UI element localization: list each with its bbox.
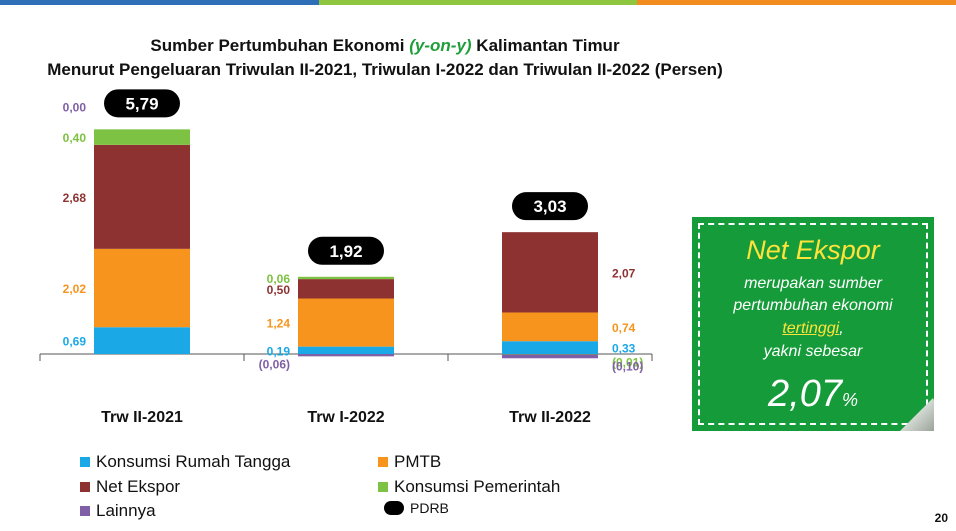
total-label: 1,92 xyxy=(329,242,362,261)
top-bar-orange xyxy=(637,0,956,5)
legend-pmtb: PMTB xyxy=(378,452,441,472)
bar-segment xyxy=(94,248,190,328)
segment-label: 0,50 xyxy=(267,283,291,297)
bar-segment xyxy=(298,276,394,280)
segment-label: 2,68 xyxy=(63,191,87,205)
legend-swatch xyxy=(378,457,388,467)
callout-line4: yakni sebesar xyxy=(763,343,863,360)
x-tick-label: Trw I-2022 xyxy=(307,409,384,426)
total-badge xyxy=(512,192,588,221)
top-bar-green xyxy=(318,0,638,5)
callout-line3: tertinggi, xyxy=(782,320,844,337)
page-number: 20 xyxy=(934,511,948,525)
total-badge xyxy=(308,236,384,265)
segment-label: 0,40 xyxy=(63,131,87,145)
legend-pdrb-pill xyxy=(384,501,404,515)
legend-swatch xyxy=(378,482,388,492)
segment-label: (0,10) xyxy=(612,359,643,373)
legend-swatch xyxy=(80,457,90,467)
bar-segment xyxy=(502,354,598,359)
segment-label: 0,06 xyxy=(267,272,291,286)
top-color-bar xyxy=(0,0,956,5)
segment-label: 0,69 xyxy=(63,335,87,349)
callout-title: Net Ekspor xyxy=(746,235,880,265)
chart-title-line1: Sumber Pertumbuhan Ekonomi (y-on-y) Kali… xyxy=(150,36,620,55)
stacked-bar-chart: 0,69 2,02 2,68 0,40 0,00 5,79 Trw II-2021 0,19 1… xyxy=(39,89,653,426)
legend-lainnya: Lainnya xyxy=(80,501,156,521)
segment-label: 2,02 xyxy=(63,282,87,296)
total-badge xyxy=(104,89,180,118)
segment-label: 0,00 xyxy=(63,100,87,114)
bar-segment xyxy=(94,144,190,249)
legend-konsumsi-rumah-tangga: Konsumsi Rumah Tangga xyxy=(80,452,290,472)
net-ekspor-callout: Net Ekspor merupakan sumber pertumbuhan … xyxy=(692,217,934,431)
legend-swatch xyxy=(80,506,90,516)
top-bar-blue xyxy=(0,0,319,5)
x-tick-label: Trw II-2021 xyxy=(101,409,183,426)
segment-label: 1,24 xyxy=(267,317,291,331)
bar-segment xyxy=(94,327,190,354)
bar-segment xyxy=(298,298,394,347)
segment-label: 0,33 xyxy=(612,342,636,356)
callout-dashed-border: Net Ekspor merupakan sumber pertumbuhan … xyxy=(698,223,928,425)
bar-segment xyxy=(502,341,598,354)
chart-title-line2: Menurut Pengeluaran Triwulan II-2021, Tr… xyxy=(47,60,723,79)
bar-segment xyxy=(298,354,394,357)
chart-title: Sumber Pertumbuhan Ekonomi (y-on-y) Kali… xyxy=(0,34,770,82)
bar-segment xyxy=(502,312,598,342)
callout-value: 2,07% xyxy=(768,373,858,415)
bar-segment xyxy=(298,346,394,354)
legend-konsumsi-pemerintah: Konsumsi Pemerintah xyxy=(378,477,560,497)
segment-label: (0,06) xyxy=(259,357,290,371)
bar-segment xyxy=(502,232,598,313)
callout-line1: merupakan sumber xyxy=(744,275,882,292)
segment-label: (0,01) xyxy=(612,355,643,369)
bar-segment xyxy=(298,279,394,299)
total-label: 3,03 xyxy=(533,197,566,216)
legend-net-ekspor: Net Ekspor xyxy=(80,477,180,497)
title-highlight: (y-on-y) xyxy=(409,36,472,55)
segment-label: 0,74 xyxy=(612,321,636,335)
callout-line2: pertumbuhan ekonomi xyxy=(733,297,893,314)
x-tick-label: Trw II-2022 xyxy=(509,409,591,426)
legend-pdrb: PDRB xyxy=(384,500,449,516)
segment-label: 2,07 xyxy=(612,266,636,280)
legend-swatch xyxy=(80,482,90,492)
segment-label: 0,19 xyxy=(267,344,291,358)
total-label: 5,79 xyxy=(125,94,158,113)
bar-segment xyxy=(94,129,190,145)
